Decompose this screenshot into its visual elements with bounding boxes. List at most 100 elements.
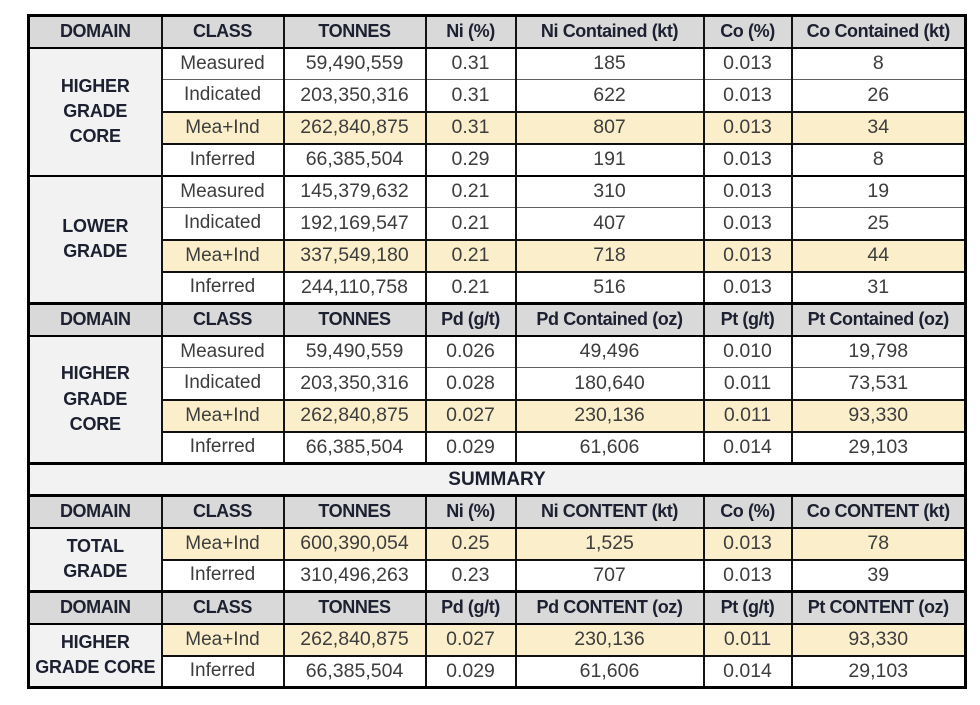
table-row: HIGHER GRADE CORE Measured 59,490,559 0.026 49…	[27, 334, 967, 464]
value-cell: 44	[790, 238, 967, 273]
value-cell: 0.026	[424, 334, 517, 368]
domain-label-line: TOTAL	[66, 536, 125, 557]
table-row: Inferred 66,385,504 0.29 191 0.013 8	[29, 143, 967, 176]
value-cell: 0.029	[424, 431, 517, 464]
value-cell: 203,350,316	[282, 79, 427, 112]
value-cell: 0.31	[424, 79, 517, 112]
value-cell: 93,330	[790, 622, 967, 657]
column-header-cell: CLASS	[160, 302, 285, 337]
value-cell: 31	[790, 271, 967, 304]
value-cell: 0.31	[424, 110, 517, 145]
table-row: Mea+Ind 262,840,875 0.027 230,136 0.011 93,33…	[29, 398, 967, 433]
table-row: Mea+Ind 337,549,180 0.21 718 0.013 44	[29, 238, 967, 273]
value-cell: 0.028	[424, 367, 517, 400]
value-cell: 8	[790, 46, 967, 80]
table-row: Inferred 66,385,504 0.029 61,606 0.014 29,103	[29, 431, 967, 464]
value-cell: 244,110,758	[282, 271, 427, 304]
summary-banner: SUMMARY	[27, 462, 967, 497]
value-cell: 0.013	[702, 271, 793, 304]
value-cell: 180,640	[514, 367, 705, 400]
value-cell: 73,531	[790, 367, 967, 400]
class-cell: Inferred	[160, 655, 285, 688]
column-header-cell: TONNES	[282, 494, 427, 529]
value-cell: 0.014	[702, 431, 793, 464]
column-header-cell: Pd (g/t)	[424, 590, 517, 625]
value-cell: 0.31	[424, 46, 517, 80]
table-row: Indicated 192,169,547 0.21 407 0.013 25	[29, 207, 967, 240]
value-cell: 230,136	[514, 398, 705, 433]
column-header-cell: Ni CONTENT (kt)	[514, 494, 705, 529]
column-header-cell: Pt (g/t)	[702, 590, 793, 625]
value-cell: 0.013	[702, 79, 793, 112]
value-cell: 0.21	[424, 271, 517, 304]
domain-label-line: GRADE CORE	[35, 657, 156, 678]
value-cell: 0.029	[424, 655, 517, 688]
table-row: Inferred 310,496,263 0.23 707 0.013 39	[29, 559, 967, 592]
domain-cell: HIGHER GRADE CORE	[27, 46, 163, 176]
class-cell: Inferred	[160, 271, 285, 304]
column-header-cell: Pd (g/t)	[424, 302, 517, 337]
value-cell: 0.25	[424, 526, 517, 561]
column-header-cell: Pt CONTENT (oz)	[790, 590, 967, 625]
value-cell: 0.027	[424, 622, 517, 657]
value-cell: 310	[514, 174, 705, 208]
value-cell: 25	[790, 207, 967, 240]
value-cell: 29,103	[790, 431, 967, 464]
value-cell: 262,840,875	[282, 622, 427, 657]
value-cell: 145,379,632	[282, 174, 427, 208]
value-cell: 0.013	[702, 46, 793, 80]
column-header-cell: Pd CONTENT (oz)	[514, 590, 705, 625]
column-header-cell: CLASS	[160, 14, 285, 49]
column-header-cell: Co (%)	[702, 494, 793, 529]
table-header-row: DOMAIN CLASS TONNES Pd (g/t) Pd CONTENT (oz)…	[27, 590, 967, 625]
column-header-cell: Pt Contained (oz)	[790, 302, 967, 337]
value-cell: 192,169,547	[282, 207, 427, 240]
column-header-cell: Co (%)	[702, 14, 793, 49]
table-header-row: DOMAIN CLASS TONNES Ni (%) Ni CONTENT (kt) Co…	[27, 494, 967, 529]
domain-cell: TOTAL GRADE	[27, 526, 163, 592]
class-cell: Inferred	[160, 559, 285, 592]
column-header-cell: DOMAIN	[27, 494, 163, 529]
column-header-cell: Pd Contained (oz)	[514, 302, 705, 337]
table-row: Indicated 203,350,316 0.028 180,640 0.011 73,…	[29, 367, 967, 400]
column-header-cell: TONNES	[282, 302, 427, 337]
class-cell: Indicated	[160, 367, 285, 400]
value-cell: 29,103	[790, 655, 967, 688]
column-header-cell: TONNES	[282, 14, 427, 49]
value-cell: 66,385,504	[282, 655, 427, 688]
value-cell: 19,798	[790, 334, 967, 368]
value-cell: 61,606	[514, 431, 705, 464]
domain-label-line: CORE	[69, 413, 121, 434]
class-cell: Inferred	[160, 431, 285, 464]
table-row: Inferred 244,110,758 0.21 516 0.013 31	[29, 271, 967, 304]
value-cell: 26	[790, 79, 967, 112]
value-cell: 185	[514, 46, 705, 80]
value-cell: 718	[514, 238, 705, 273]
table-row: Inferred 66,385,504 0.029 61,606 0.014 29,103	[29, 655, 967, 688]
class-cell: Measured	[160, 334, 285, 368]
value-cell: 0.011	[702, 398, 793, 433]
column-header-cell: Pt (g/t)	[702, 302, 793, 337]
value-cell: 0.013	[702, 143, 793, 176]
value-cell: 516	[514, 271, 705, 304]
column-header-cell: Ni Contained (kt)	[514, 14, 705, 49]
domain-label-line: HIGHER	[60, 632, 130, 653]
value-cell: 66,385,504	[282, 143, 427, 176]
domain-label-line: GRADE	[63, 100, 128, 121]
class-cell: Measured	[160, 46, 285, 80]
value-cell: 0.013	[702, 110, 793, 145]
class-cell: Mea+Ind	[160, 110, 285, 145]
domain-label-line: CORE	[69, 126, 121, 147]
value-cell: 600,390,054	[282, 526, 427, 561]
column-header-cell: Ni (%)	[424, 14, 517, 49]
class-cell: Mea+Ind	[160, 238, 285, 273]
class-cell: Measured	[160, 174, 285, 208]
value-cell: 0.21	[424, 238, 517, 273]
value-cell: 337,549,180	[282, 238, 427, 273]
column-header-cell: CLASS	[160, 590, 285, 625]
domain-cell: HIGHER GRADE CORE	[27, 622, 163, 688]
table-row: TOTAL GRADE Mea+Ind 600,390,054 0.25 1,525 0.0…	[27, 526, 967, 592]
value-cell: 707	[514, 559, 705, 592]
table-row: HIGHER GRADE CORE Measured 59,490,559 0.31 185…	[27, 46, 967, 176]
